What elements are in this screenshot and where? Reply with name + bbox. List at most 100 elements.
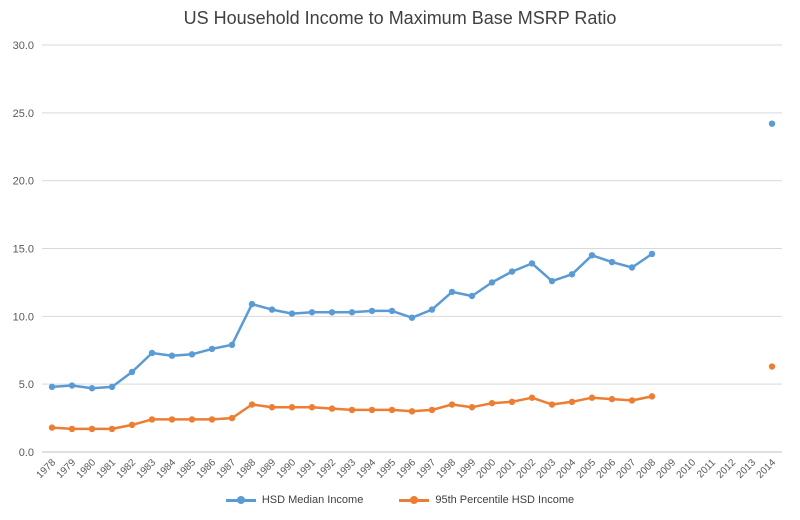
x-tick-label: 2014 (755, 457, 779, 481)
data-point[interactable] (248, 401, 256, 408)
data-point[interactable] (488, 279, 496, 286)
x-tick-label: 1990 (275, 457, 299, 481)
data-point[interactable] (468, 404, 476, 411)
series-0 (48, 120, 776, 392)
y-tick-label: 15.0 (13, 244, 34, 256)
y-tick-label: 30.0 (13, 40, 34, 52)
data-point[interactable] (168, 416, 176, 423)
x-tick-label: 1997 (415, 457, 439, 481)
data-point[interactable] (648, 250, 656, 258)
data-point[interactable] (588, 394, 596, 401)
legend-item-95th[interactable]: 95th Percentile HSD Income (399, 494, 574, 506)
x-tick-label: 1986 (195, 457, 219, 481)
data-point[interactable] (148, 416, 156, 423)
data-point[interactable] (228, 414, 236, 422)
data-point[interactable] (328, 405, 336, 412)
data-point[interactable] (368, 307, 376, 315)
x-tick-label: 2003 (535, 457, 559, 481)
gridlines (42, 44, 782, 453)
x-tick-label: 2009 (655, 457, 679, 481)
data-point[interactable] (188, 416, 196, 423)
data-point[interactable] (628, 397, 636, 404)
series-lines (48, 120, 776, 433)
data-point[interactable] (448, 288, 456, 296)
data-point[interactable] (388, 307, 396, 315)
x-tick-label: 1994 (355, 457, 379, 481)
data-point[interactable] (48, 383, 56, 391)
x-tick-label: 2013 (735, 457, 759, 481)
x-tick-label: 1980 (75, 457, 99, 481)
data-point[interactable] (228, 341, 236, 349)
data-point[interactable] (148, 349, 156, 357)
data-point[interactable] (628, 264, 636, 271)
x-tick-label: 1978 (35, 457, 59, 481)
data-point[interactable] (48, 424, 56, 431)
x-tick-label: 1982 (115, 457, 139, 481)
data-point[interactable] (608, 258, 616, 266)
data-point[interactable] (288, 310, 296, 317)
data-point[interactable] (428, 306, 436, 313)
data-point[interactable] (348, 406, 356, 414)
x-tick-label: 1993 (335, 457, 359, 481)
legend: HSD Median Income 95th Percentile HSD In… (0, 494, 800, 506)
data-point[interactable] (308, 309, 316, 316)
x-tick-label: 1998 (435, 457, 459, 481)
data-point[interactable] (288, 404, 296, 411)
data-point[interactable] (768, 363, 776, 370)
data-point[interactable] (408, 408, 416, 415)
data-point[interactable] (308, 404, 316, 411)
data-point[interactable] (208, 416, 216, 423)
data-point[interactable] (388, 406, 396, 414)
x-tick-label: 1995 (375, 457, 399, 481)
data-point[interactable] (268, 404, 276, 411)
data-point[interactable] (608, 395, 616, 403)
x-tick-label: 2002 (515, 457, 539, 481)
legend-swatch-95th (399, 495, 430, 505)
data-point[interactable] (68, 382, 76, 389)
data-point[interactable] (488, 399, 496, 407)
data-point[interactable] (528, 394, 536, 401)
x-tick-label: 1981 (95, 457, 119, 481)
x-tick-label: 1983 (135, 457, 159, 481)
x-tick-label: 2012 (715, 457, 739, 481)
data-point[interactable] (268, 306, 276, 313)
data-point[interactable] (68, 425, 76, 433)
data-point[interactable] (188, 351, 196, 358)
y-tick-label: 5.0 (19, 379, 34, 391)
data-point[interactable] (468, 292, 476, 300)
data-point[interactable] (568, 398, 576, 406)
data-point[interactable] (528, 260, 536, 267)
y-tick-label: 25.0 (13, 108, 34, 120)
data-point[interactable] (128, 421, 136, 429)
y-tick-label: 20.0 (13, 176, 34, 188)
data-point[interactable] (548, 277, 556, 285)
data-point[interactable] (368, 406, 376, 414)
x-tick-label: 1988 (235, 457, 259, 481)
legend-item-median[interactable]: HSD Median Income (225, 494, 363, 506)
x-tick-label: 2006 (595, 457, 619, 481)
data-point[interactable] (428, 406, 436, 414)
x-tick-label: 1985 (175, 457, 199, 481)
data-point[interactable] (108, 383, 116, 391)
data-point[interactable] (768, 120, 776, 127)
data-point[interactable] (328, 309, 336, 316)
legend-label-95th: 95th Percentile HSD Income (435, 494, 575, 506)
data-point[interactable] (108, 425, 116, 433)
data-point[interactable] (208, 345, 216, 353)
data-point[interactable] (88, 385, 96, 392)
data-point[interactable] (88, 425, 96, 433)
data-point[interactable] (548, 401, 556, 408)
data-point[interactable] (348, 309, 356, 316)
data-point[interactable] (508, 398, 516, 406)
data-point[interactable] (588, 252, 596, 259)
data-point[interactable] (408, 314, 416, 321)
data-point[interactable] (448, 401, 456, 408)
data-point[interactable] (648, 393, 656, 400)
data-point[interactable] (508, 268, 516, 275)
data-point[interactable] (568, 271, 576, 278)
data-point[interactable] (128, 368, 136, 376)
data-point[interactable] (168, 352, 176, 359)
data-point[interactable] (248, 300, 256, 308)
